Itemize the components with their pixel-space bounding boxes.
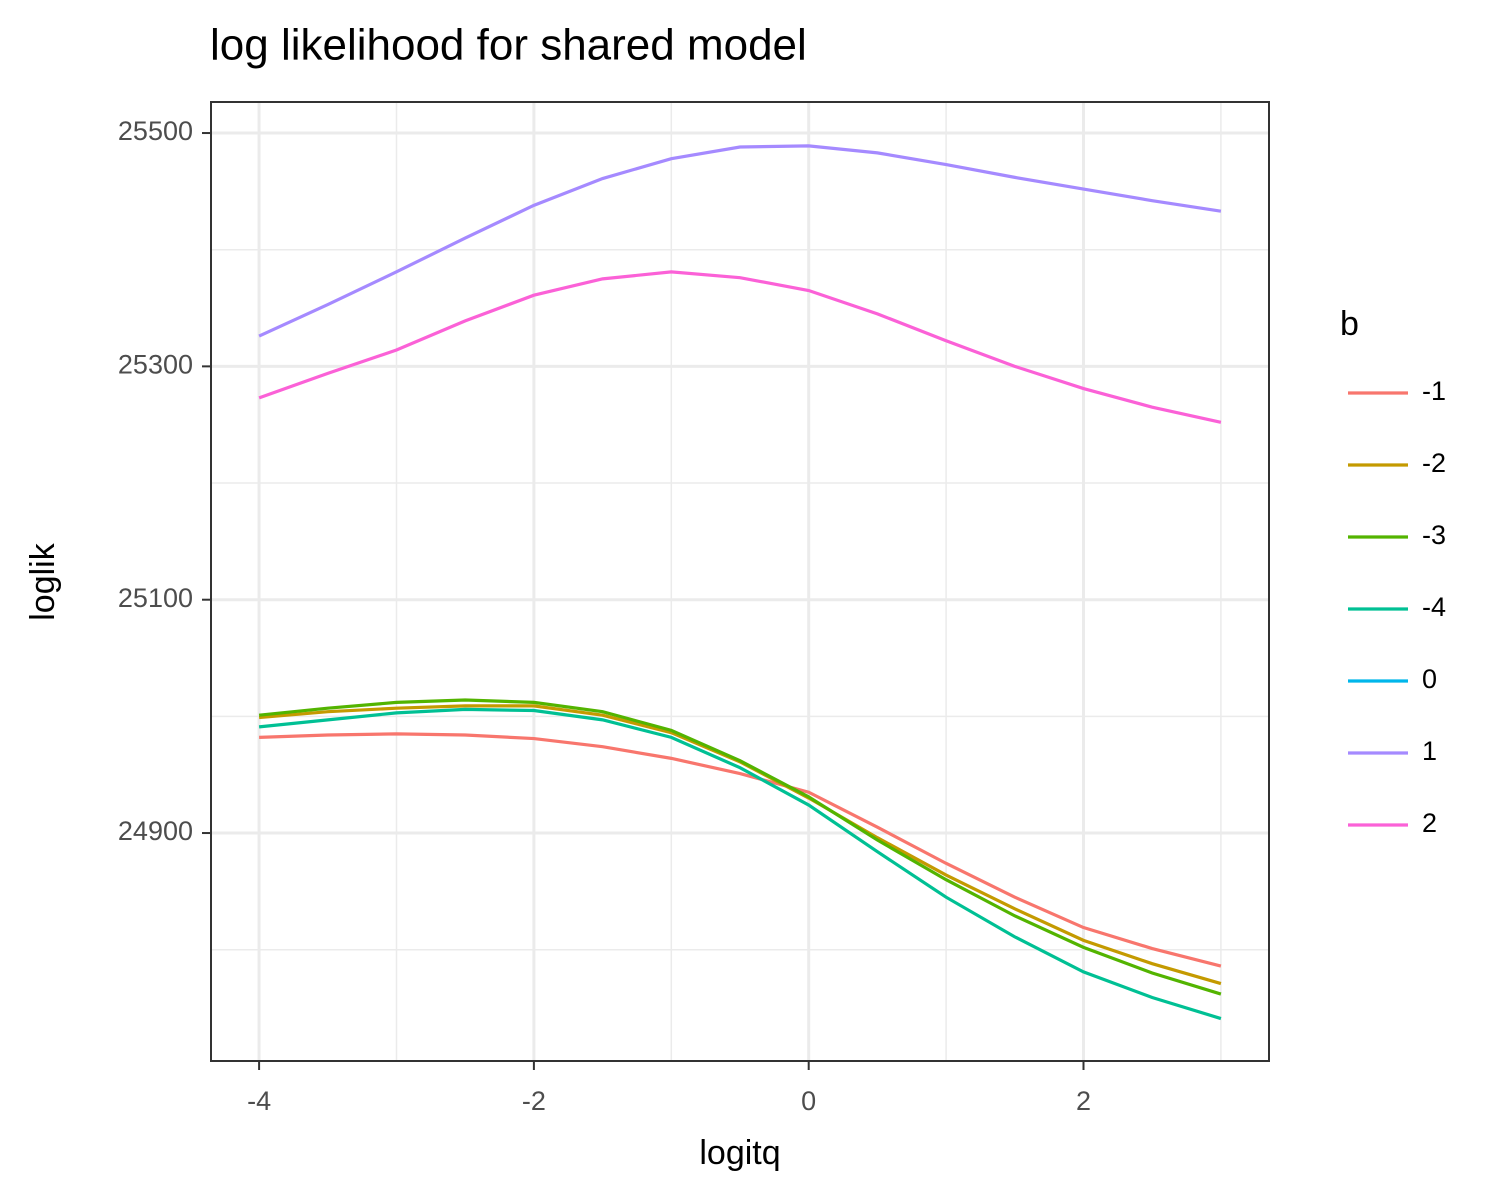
legend-label: 2 <box>1422 808 1437 838</box>
x-tick-label: 2 <box>1076 1086 1091 1116</box>
panel-border <box>210 101 1270 1062</box>
y-tick-label: 24900 <box>118 816 193 846</box>
legend-label: 1 <box>1422 736 1437 766</box>
legend-label: 0 <box>1422 664 1437 694</box>
legend-label: -4 <box>1422 592 1446 622</box>
chart-title: log likelihood for shared model <box>210 21 807 70</box>
legend-label: -2 <box>1422 448 1446 478</box>
legend-label: -3 <box>1422 520 1446 550</box>
x-tick-label: 0 <box>801 1086 816 1116</box>
x-tick-label: -2 <box>522 1086 546 1116</box>
legend-title: b <box>1340 305 1359 343</box>
y-tick-label: 25100 <box>118 583 193 613</box>
y-axis-label: loglik <box>24 542 62 620</box>
series-line <box>258 144 1222 338</box>
y-tick-label: 25300 <box>118 349 193 379</box>
legend-label: -1 <box>1422 376 1446 406</box>
x-tick-label: -4 <box>247 1086 271 1116</box>
series-line <box>258 707 1222 1021</box>
y-tick-label: 25500 <box>118 116 193 146</box>
series-line <box>258 270 1222 424</box>
x-axis-label: logitq <box>699 1134 780 1172</box>
series-line <box>259 732 1222 968</box>
series-line <box>258 698 1222 996</box>
